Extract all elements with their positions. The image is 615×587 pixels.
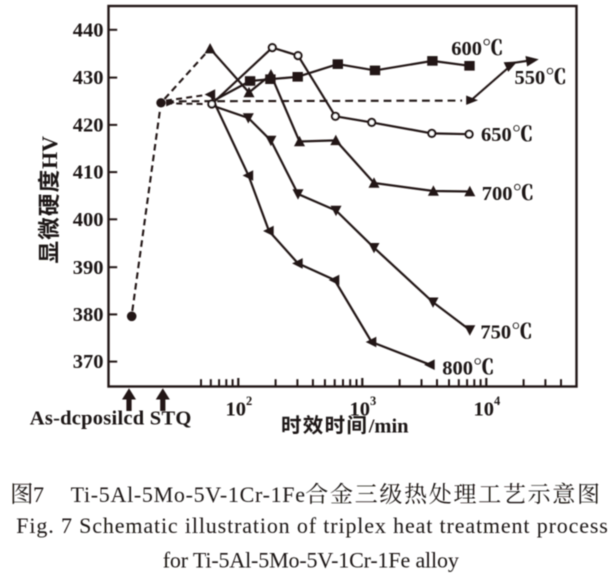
svg-text:430: 430	[73, 67, 104, 89]
svg-text:410: 410	[73, 162, 104, 184]
svg-text:As-dcposilcd STQ: As-dcposilcd STQ	[30, 408, 192, 430]
svg-text:Fig. 7 Schematic illustration: Fig. 7 Schematic illustration of triplex…	[16, 513, 608, 538]
svg-text:420: 420	[73, 115, 104, 137]
svg-text:440: 440	[73, 19, 104, 41]
svg-text:400: 400	[73, 209, 104, 231]
svg-text:600: 600	[451, 38, 482, 60]
svg-text:380: 380	[73, 304, 104, 326]
svg-text:750: 750	[480, 322, 511, 344]
svg-text:7: 7	[33, 482, 44, 507]
svg-text:HV: HV	[37, 136, 62, 169]
svg-text:for Ti-5Al-5Mo-5V-1Cr-1Fe allo: for Ti-5Al-5Mo-5V-1Cr-1Fe alloy	[163, 548, 459, 573]
svg-text:/min: /min	[368, 416, 409, 438]
svg-text:550: 550	[515, 67, 546, 89]
svg-text:800: 800	[442, 357, 473, 379]
svg-text:370: 370	[73, 351, 104, 373]
svg-text:650: 650	[481, 124, 512, 146]
svg-text:390: 390	[73, 257, 104, 279]
svg-text:700: 700	[482, 183, 513, 205]
svg-text:Ti-5Al-5Mo-5V-1Cr-1Fe: Ti-5Al-5Mo-5V-1Cr-1Fe	[71, 482, 306, 507]
